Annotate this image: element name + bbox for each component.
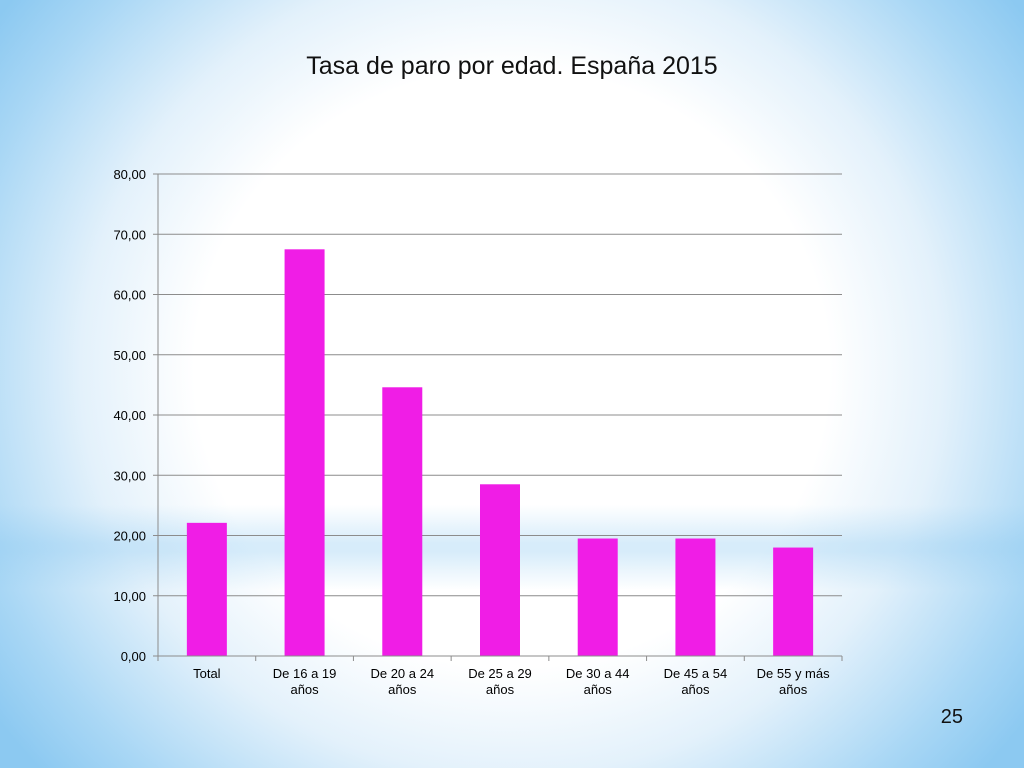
x-tick-label-line: años [486, 682, 515, 697]
x-tick-label: De 16 a 19 años [273, 666, 337, 697]
x-tick-label-line: años [388, 682, 417, 697]
y-tick-label: 70,00 [113, 227, 146, 242]
bar [773, 547, 814, 656]
y-tick-label: 20,00 [113, 529, 146, 544]
x-tick-label-line: años [290, 682, 319, 697]
x-tick-label-line: De 25 a 29 [468, 666, 532, 681]
x-tick-label: De 55 y más años [757, 666, 830, 697]
bar [675, 538, 716, 656]
x-tick-label-line: años [681, 682, 710, 697]
x-tick-label: De 45 a 54 años [664, 666, 728, 697]
bar [284, 249, 325, 656]
x-tick-label: De 30 a 44 años [566, 666, 630, 697]
bar [186, 522, 227, 656]
y-tick-label: 30,00 [113, 468, 146, 483]
x-tick-label-line: años [584, 682, 613, 697]
bar [577, 538, 618, 656]
x-tick-label-line: años [779, 682, 808, 697]
x-tick-label: De 25 a 29 años [468, 666, 532, 697]
page-number: 25 [940, 706, 963, 728]
x-tick-label-line: Total [193, 666, 221, 681]
y-tick-label: 60,00 [113, 288, 146, 303]
y-tick-label: 40,00 [113, 408, 146, 423]
bar [480, 484, 520, 656]
bars [186, 249, 814, 656]
y-axis: 0,00 10,00 20,00 30,00 40,00 50,00 60,00 70,00 8… [113, 167, 159, 664]
x-tick-label-line: De 45 a 54 [664, 666, 728, 681]
x-tick-label: De 20 a 24 años [370, 666, 434, 697]
x-tick-label-line: De 55 y más [757, 666, 830, 681]
gridlines [158, 173, 842, 597]
chart-title: Tasa de paro por edad. España 2015 [306, 52, 718, 80]
y-tick-label: 0,00 [121, 649, 146, 664]
x-tick-label-line: De 30 a 44 [566, 666, 630, 681]
y-tick-label: 80,00 [113, 167, 146, 182]
x-tick-label: Total [193, 666, 221, 681]
x-tick-label-line: De 20 a 24 [370, 666, 434, 681]
bar [382, 387, 423, 656]
x-tick-label-line: De 16 a 19 [273, 666, 337, 681]
y-tick-label: 10,00 [113, 589, 146, 604]
y-tick-label: 50,00 [113, 348, 146, 363]
